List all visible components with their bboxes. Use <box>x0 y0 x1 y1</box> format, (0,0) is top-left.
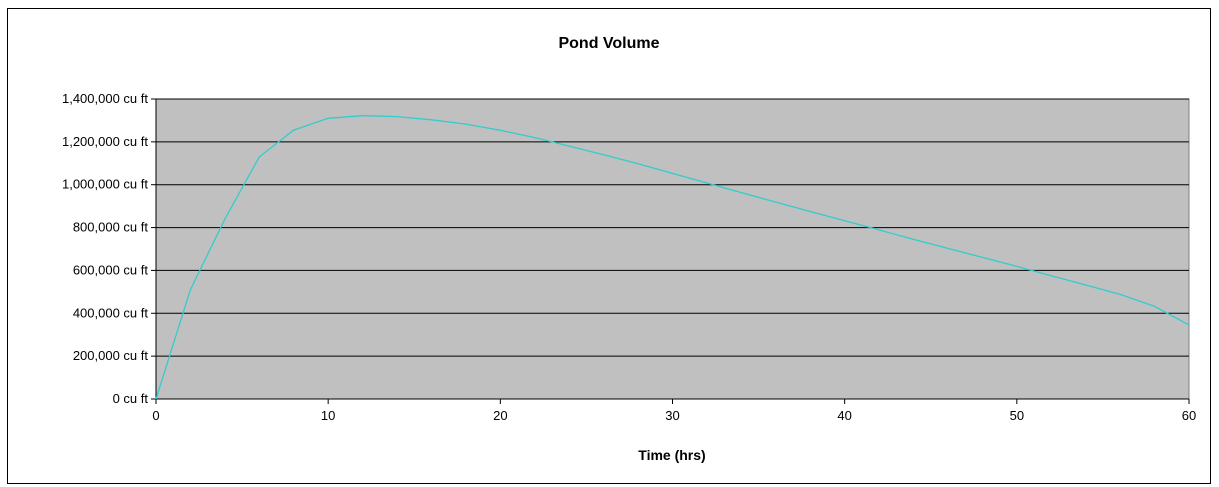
data-point <box>603 154 604 155</box>
data-point <box>637 163 638 164</box>
data-point <box>1188 324 1189 325</box>
x-tick-label: 0 <box>152 408 159 423</box>
data-point <box>431 119 432 120</box>
y-tick-label: 400,000 cu ft <box>73 305 149 320</box>
data-point <box>465 123 466 124</box>
data-point <box>913 239 914 240</box>
y-tick-label: 800,000 cu ft <box>73 220 149 235</box>
data-point <box>569 146 570 147</box>
data-point <box>155 398 156 399</box>
data-point <box>1154 306 1155 307</box>
x-axis-title: Time (hrs) <box>638 447 705 463</box>
data-point <box>1051 275 1052 276</box>
data-point <box>293 129 294 130</box>
data-point <box>534 137 535 138</box>
data-point <box>982 257 983 258</box>
data-point <box>396 116 397 117</box>
data-point <box>362 115 363 116</box>
data-point <box>328 118 329 119</box>
data-point <box>879 229 880 230</box>
data-point <box>706 182 707 183</box>
data-point <box>947 248 948 249</box>
data-point <box>775 201 776 202</box>
y-tick-label: 1,000,000 cu ft <box>62 177 148 192</box>
x-tick-label: 50 <box>1010 408 1024 423</box>
x-tick-label: 10 <box>321 408 335 423</box>
pond-volume-series-line <box>155 115 1190 400</box>
data-point <box>224 218 225 219</box>
data-point <box>810 211 811 212</box>
data-point <box>741 192 742 193</box>
chart-title: Pond Volume <box>558 35 659 52</box>
data-point <box>500 130 501 131</box>
data-point <box>672 173 673 174</box>
data-point <box>844 220 845 221</box>
data-point <box>190 289 191 290</box>
data-point <box>259 156 260 157</box>
y-tick-label: 600,000 cu ft <box>73 262 149 277</box>
data-point <box>1016 266 1017 267</box>
plot-area <box>155 98 1190 400</box>
data-point <box>1120 294 1121 295</box>
data-point <box>1085 284 1086 285</box>
y-tick-label: 1,200,000 cu ft <box>62 134 148 149</box>
x-tick-label: 30 <box>665 408 679 423</box>
x-tick-label: 40 <box>837 408 851 423</box>
y-tick-label: 1,400,000 cu ft <box>62 91 148 106</box>
x-tick-label: 60 <box>1182 408 1196 423</box>
y-tick-label: 200,000 cu ft <box>73 348 149 363</box>
x-tick-label: 20 <box>493 408 507 423</box>
y-tick-label: 0 cu ft <box>113 391 149 406</box>
